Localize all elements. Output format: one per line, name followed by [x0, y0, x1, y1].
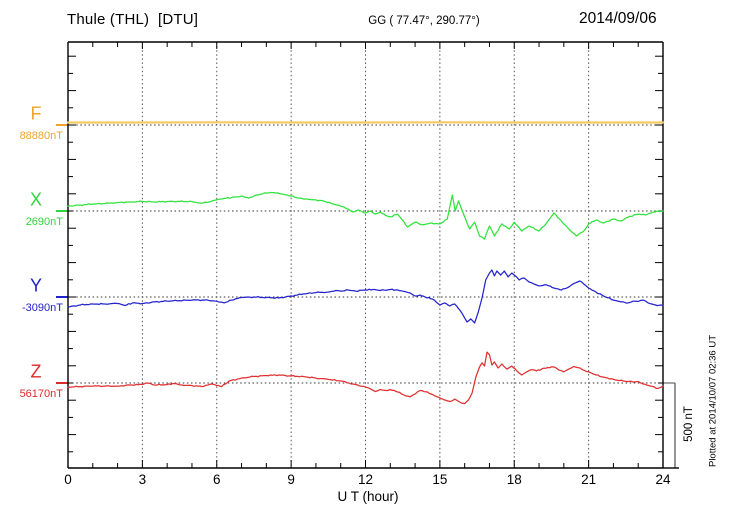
- plot-date: 2014/09/06: [579, 10, 657, 27]
- x-tick-label-24: 24: [655, 472, 671, 487]
- x-tick-label-6: 6: [212, 472, 221, 487]
- series-baseline-value-Y: -3090nT: [22, 302, 63, 314]
- trace-Z: [67, 351, 664, 405]
- x-tick-label-3: 3: [138, 472, 147, 487]
- series-letter-F: F: [30, 103, 42, 124]
- series-baseline-value-F: 88880nT: [19, 130, 63, 142]
- scale-bar-label: 500 nT: [683, 406, 695, 442]
- x-tick-label-21: 21: [581, 472, 597, 487]
- x-tick-label-0: 0: [64, 472, 72, 487]
- x-axis-title: U T (hour): [337, 489, 399, 504]
- plotted-at-note: Plotted at 2014/10/07 02:36 UT: [707, 334, 719, 468]
- x-tick-label-18: 18: [506, 472, 522, 487]
- trace-X: [67, 191, 664, 240]
- series-letter-Y: Y: [29, 275, 43, 296]
- x-tick-label-15: 15: [432, 472, 448, 487]
- series-baseline-value-Z: 56170nT: [19, 388, 63, 400]
- geographic-coordinates: GG ( 77.47°, 290.77°): [368, 15, 480, 27]
- series-letter-X: X: [29, 189, 43, 210]
- x-tick-label-9: 9: [287, 472, 295, 487]
- x-tick-label-12: 12: [357, 472, 374, 487]
- station-title: Thule (THL) [DTU]: [67, 11, 199, 28]
- series-baseline-value-X: 2690nT: [25, 216, 63, 228]
- series-letter-Z: Z: [30, 361, 42, 382]
- trace-Y: [67, 269, 664, 324]
